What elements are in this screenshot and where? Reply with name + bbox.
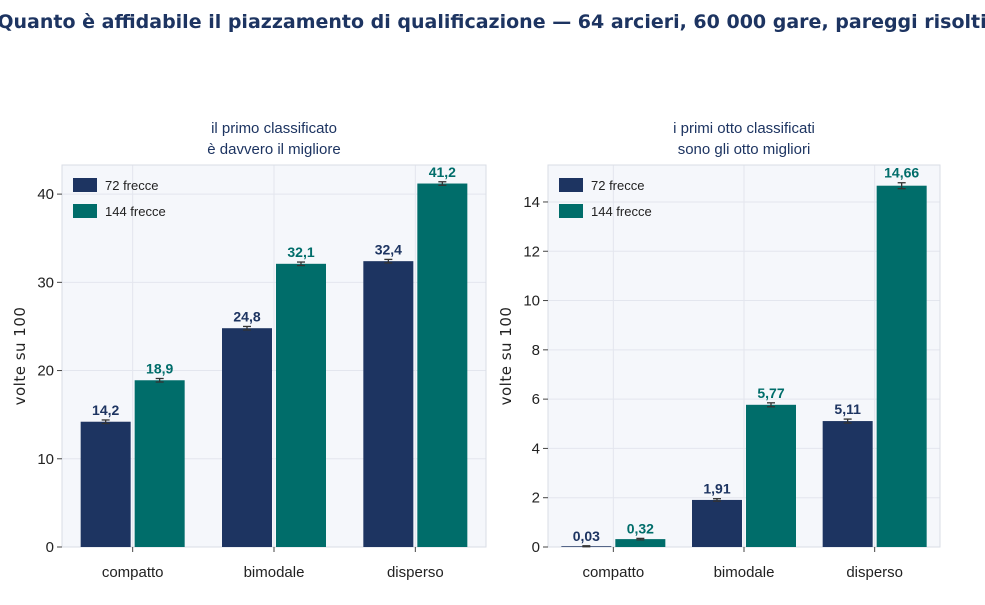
y-tick-label: 4	[532, 440, 540, 457]
chart-title-line: i primi otto classificati	[673, 120, 815, 137]
chart-title-line: è davvero il migliore	[207, 141, 340, 158]
data-label: 41,2	[429, 164, 456, 180]
chart-panel-2: 0 2 4 6 8 10 12 14 volte su 100 i primi otto clas…	[497, 120, 941, 581]
bar	[692, 499, 742, 547]
data-label: 24,8	[233, 308, 260, 324]
legend-label: 72 frecce	[591, 178, 644, 193]
bar	[876, 185, 927, 547]
legend-label: 144 frecce	[105, 204, 166, 219]
x-tick-label: compatto	[582, 564, 644, 581]
y-tick-label: 0	[46, 539, 54, 556]
bar	[276, 263, 326, 547]
data-label: 1,91	[703, 481, 730, 497]
y-tick-label: 14	[523, 194, 540, 211]
bar	[417, 183, 468, 548]
bar	[746, 404, 796, 547]
bar	[80, 421, 131, 547]
data-label: 5,77	[757, 385, 784, 401]
y-tick-label: 10	[523, 293, 540, 310]
y-tick-label: 6	[532, 391, 540, 408]
y-tick-label: 8	[532, 342, 540, 359]
bar	[134, 380, 185, 547]
data-label: 0,03	[573, 528, 600, 544]
legend-swatch	[73, 178, 97, 192]
figure-title: Quanto è affidabile il piazzamento di qu…	[0, 11, 985, 33]
bar	[222, 328, 272, 547]
legend-swatch	[73, 204, 97, 218]
x-tick-label: disperso	[846, 564, 903, 581]
y-tick-label: 40	[37, 186, 54, 203]
y-axis-label: volte su 100	[11, 307, 29, 406]
y-axis-label: volte su 100	[497, 307, 515, 406]
chart-panel-1: 0 10 20 30 40 volte su 100 il primo classifica…	[11, 120, 487, 581]
data-label: 18,9	[146, 360, 173, 376]
legend-swatch	[559, 178, 583, 192]
data-label: 5,11	[834, 401, 861, 417]
y-tick-label: 30	[37, 274, 54, 291]
x-tick-label: disperso	[387, 564, 444, 581]
bar	[822, 421, 873, 547]
bar	[615, 539, 666, 547]
data-label: 0,32	[627, 520, 654, 536]
chart-title-line: il primo classificato	[211, 120, 337, 137]
data-label: 14,66	[884, 165, 919, 181]
y-tick-label: 2	[532, 490, 540, 507]
legend-label: 144 frecce	[591, 204, 652, 219]
x-tick-label: bimodale	[714, 564, 775, 581]
data-label: 32,4	[375, 241, 402, 257]
x-tick-label: compatto	[102, 564, 164, 581]
data-label: 32,1	[287, 244, 314, 260]
y-tick-label: 0	[532, 539, 540, 556]
data-label: 14,2	[92, 402, 119, 418]
x-tick-label: bimodale	[244, 564, 305, 581]
y-tick-label: 12	[523, 243, 540, 260]
y-tick-label: 20	[37, 363, 54, 380]
legend-label: 72 frecce	[105, 178, 158, 193]
legend-swatch	[559, 204, 583, 218]
chart-title-line: sono gli otto migliori	[678, 141, 811, 158]
y-tick-label: 10	[37, 451, 54, 468]
bar	[363, 261, 414, 547]
